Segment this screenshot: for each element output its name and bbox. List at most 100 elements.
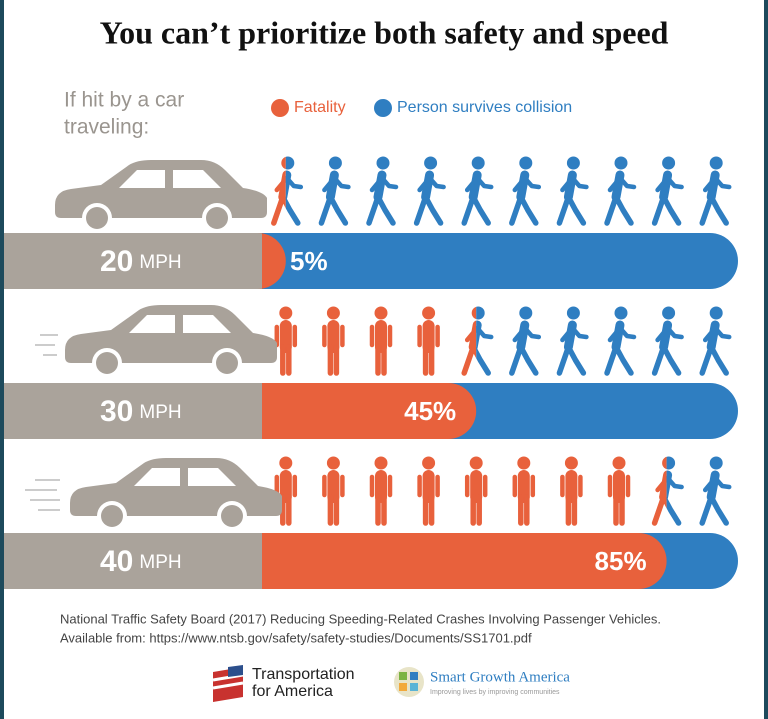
legend-label: Person survives collision xyxy=(397,99,572,116)
person-part xyxy=(518,494,530,526)
person-part xyxy=(560,175,589,193)
person-icon xyxy=(322,456,345,526)
person-part xyxy=(280,344,292,376)
logo-text: for America xyxy=(252,683,333,700)
person-part xyxy=(565,494,578,526)
person-head xyxy=(285,156,295,170)
person-head xyxy=(326,306,340,320)
person-head xyxy=(471,306,477,320)
person-part xyxy=(699,344,729,376)
legend-swatch xyxy=(271,99,289,117)
category-label: 30 MPH xyxy=(100,395,182,428)
person-part xyxy=(512,325,542,343)
person-head xyxy=(279,306,293,320)
person-icon xyxy=(604,156,637,226)
person-part xyxy=(375,494,387,526)
person-part xyxy=(476,346,491,376)
person-icon xyxy=(461,306,494,376)
person-part xyxy=(417,474,440,498)
person-icon xyxy=(699,456,732,526)
person-head xyxy=(662,456,667,470)
sga-logo: Smart Growth America Improving lives by … xyxy=(394,667,570,697)
person-head xyxy=(424,156,438,170)
survive-bar xyxy=(262,233,738,289)
person-part xyxy=(613,494,625,526)
person-part xyxy=(322,474,345,498)
person-head xyxy=(566,156,580,170)
person-part xyxy=(422,344,435,376)
person-part xyxy=(369,324,393,348)
person-part xyxy=(509,194,539,226)
person-part xyxy=(651,194,682,226)
fatal-part xyxy=(461,306,477,376)
person-icon xyxy=(322,306,345,376)
person-part xyxy=(604,194,634,226)
person-part xyxy=(560,474,583,498)
person-part xyxy=(512,474,536,498)
car-icon xyxy=(55,160,267,233)
person-part xyxy=(375,344,387,376)
person-icon xyxy=(651,156,684,226)
person-head xyxy=(279,456,293,470)
person-part xyxy=(655,475,667,493)
person-part xyxy=(702,175,732,193)
person-head xyxy=(328,156,342,170)
person-part xyxy=(604,344,634,376)
bar xyxy=(262,383,477,439)
person-head xyxy=(612,456,626,470)
person-part xyxy=(659,470,667,502)
person-head xyxy=(662,156,676,170)
person-head xyxy=(517,456,531,470)
person-head xyxy=(326,456,340,470)
person-icon xyxy=(366,156,399,226)
value-label: 85% xyxy=(595,546,647,576)
person-part xyxy=(699,194,729,226)
person-icon xyxy=(369,306,393,376)
person-head xyxy=(614,306,628,320)
logo-text: Improving lives by improving communities xyxy=(430,689,560,696)
person-icon xyxy=(699,156,732,226)
person-head xyxy=(662,306,676,320)
person-part xyxy=(655,175,684,193)
person-part xyxy=(280,494,292,526)
legend-swatch xyxy=(374,99,392,117)
person-part xyxy=(509,344,539,376)
person-head xyxy=(476,306,485,320)
person-part xyxy=(278,170,286,202)
category-label: 40 MPH xyxy=(100,545,182,578)
person-part xyxy=(651,344,682,376)
person-part xyxy=(607,325,637,343)
person-head xyxy=(281,156,286,170)
person-part xyxy=(327,344,340,376)
legend-label: Fatality xyxy=(294,99,346,116)
person-part xyxy=(556,344,587,376)
person-part xyxy=(556,194,587,226)
unit: MPH xyxy=(139,552,181,573)
person-icon xyxy=(271,156,304,226)
person-icon xyxy=(417,306,440,376)
person-head xyxy=(709,306,723,320)
logo-text: Smart Growth America xyxy=(430,669,570,685)
fatal-part xyxy=(651,456,667,526)
survive-part xyxy=(285,156,304,226)
person-head xyxy=(422,456,436,470)
fatal-part xyxy=(271,156,286,226)
survive-part xyxy=(476,306,494,376)
person-icon xyxy=(461,156,494,226)
person-head xyxy=(614,156,628,170)
person-part xyxy=(417,324,440,348)
person-head xyxy=(709,456,723,470)
survive-part xyxy=(666,456,684,526)
person-icon xyxy=(604,306,637,376)
person-part xyxy=(470,494,482,526)
speed: 30 xyxy=(100,395,133,428)
person-part xyxy=(702,475,732,493)
person-part xyxy=(461,344,477,376)
source: Available from: https://www.ntsb.gov/saf… xyxy=(60,630,532,645)
speed-band xyxy=(4,533,282,589)
subtitle: If hit by a car xyxy=(64,89,184,112)
person-icon xyxy=(560,456,583,526)
person-icon xyxy=(556,156,589,226)
person-head xyxy=(519,306,533,320)
person-icon xyxy=(509,306,542,376)
